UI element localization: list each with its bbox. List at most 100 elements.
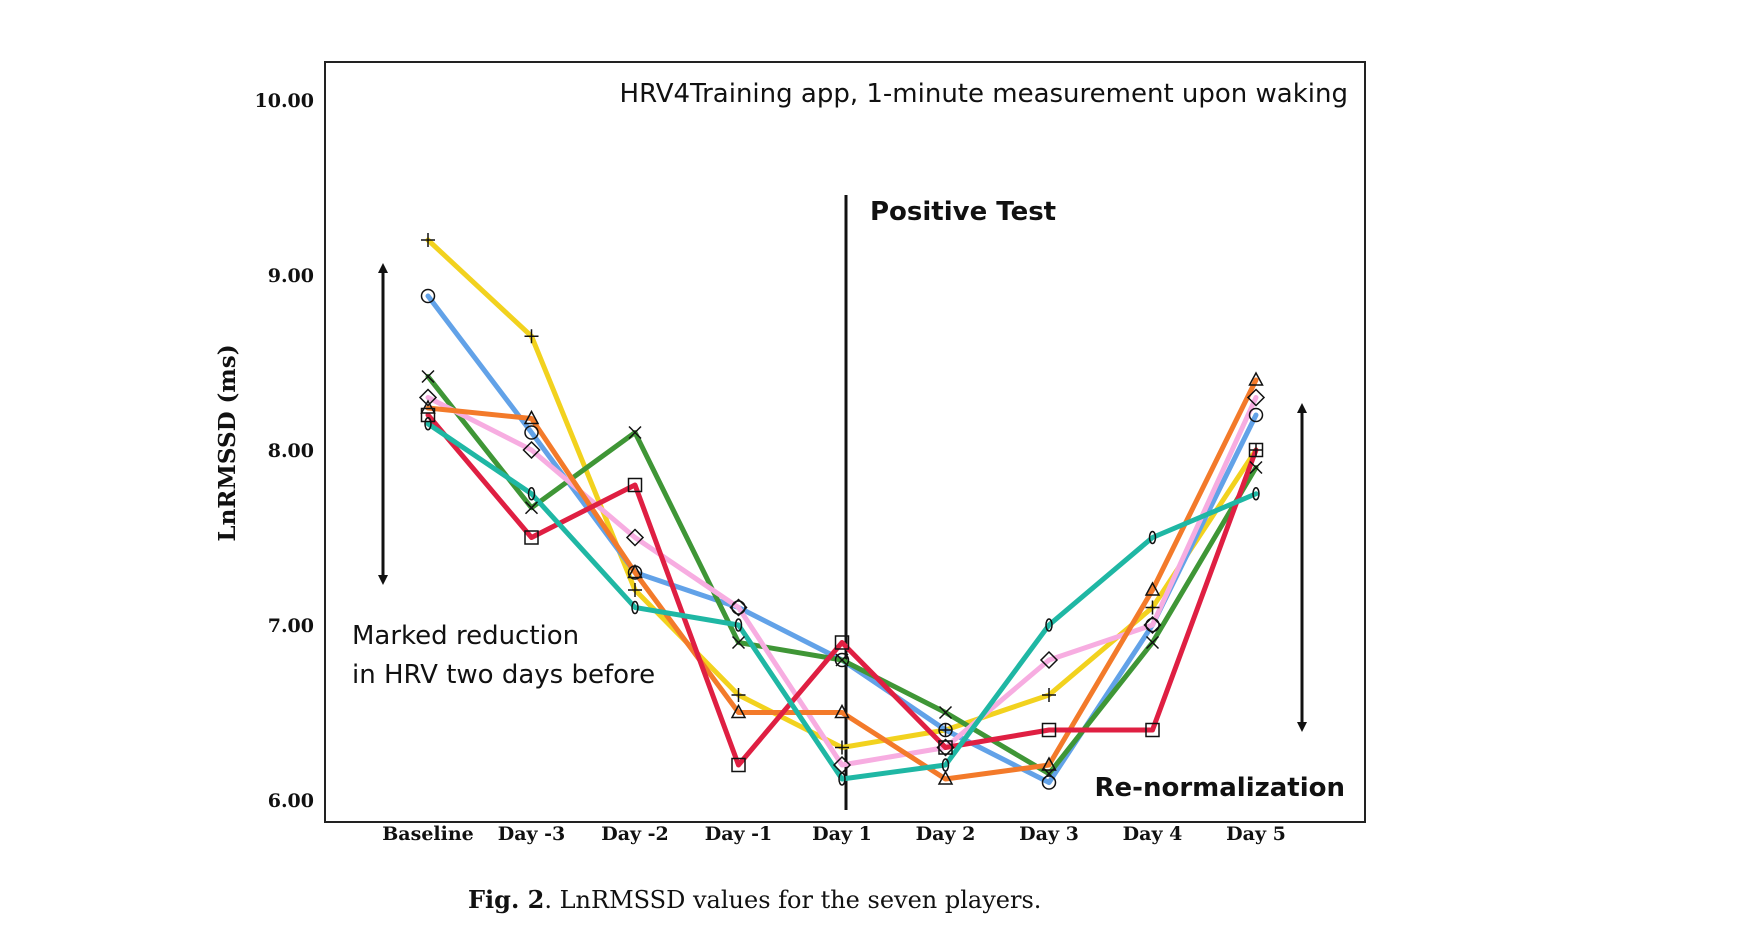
y-tick-label: 7.00: [268, 615, 314, 637]
y-tick-label: 10.00: [255, 90, 315, 112]
data-point: [731, 600, 746, 615]
series-4: [425, 395, 1259, 768]
data-point: [1249, 443, 1263, 457]
data-point: [1248, 407, 1264, 423]
x-tick-label: Day 2: [916, 823, 976, 845]
data-point: [1246, 388, 1266, 407]
series-3-markers: [421, 369, 1263, 781]
data-point: [627, 477, 643, 493]
data-point: [938, 740, 953, 755]
series-layer: [418, 233, 1266, 790]
data-point: [1145, 722, 1160, 738]
data-point: [1143, 615, 1162, 635]
renormalization-label: Re-normalization: [1095, 773, 1346, 803]
data-point: [420, 399, 436, 414]
data-point: [1145, 617, 1160, 633]
data-point: [838, 772, 846, 786]
data-point: [834, 703, 850, 719]
series-line: [425, 293, 1259, 785]
series-7: [425, 421, 1259, 782]
data-point: [835, 740, 849, 755]
data-point: [420, 407, 436, 423]
data-point: [1041, 722, 1057, 738]
series-6-markers: [420, 407, 1264, 773]
x-tick-label: Day 1: [812, 823, 872, 845]
data-point: [1041, 775, 1057, 790]
series-7-markers: [424, 417, 1260, 786]
data-point: [1248, 442, 1264, 458]
data-point: [835, 653, 849, 667]
caption-text: . LnRMSSD values for the seven players.: [544, 886, 1042, 914]
data-point: [625, 528, 645, 547]
caption-label: Fig. 2: [468, 885, 545, 914]
data-point: [1145, 600, 1160, 615]
data-point: [731, 757, 746, 773]
data-point: [938, 705, 953, 720]
series-line: [425, 395, 1259, 768]
data-point: [734, 618, 743, 632]
data-point: [1041, 756, 1057, 771]
data-point: [522, 440, 541, 460]
data-point: [729, 598, 748, 617]
x-tick-label: Day -3: [498, 823, 566, 845]
data-point: [421, 233, 435, 247]
data-point: [1252, 487, 1260, 501]
x-axis-ticks: Baseline Day -3 Day -2 Day -1 Day 1 Day 2 Day …: [382, 823, 1286, 845]
data-point: [524, 530, 539, 545]
x-tick-label: Day -2: [601, 823, 669, 845]
y-axis-ticks: 6.00 7.00 8.00 9.00 10.00: [255, 90, 315, 812]
reduction-label-line1: Marked reduction: [352, 621, 579, 651]
series-line: [425, 421, 1259, 782]
positive-test-label: Positive Test: [870, 197, 1056, 227]
data-point: [936, 738, 955, 757]
data-point: [1145, 635, 1160, 650]
data-point: [424, 417, 432, 431]
series-2-markers: [420, 288, 1264, 790]
data-point: [1248, 371, 1264, 386]
x-tick-label: Baseline: [382, 823, 474, 845]
data-point: [524, 425, 539, 440]
data-point: [631, 600, 639, 615]
data-point: [527, 487, 536, 501]
x-tick-label: Day 3: [1019, 823, 1079, 845]
data-point: [627, 563, 643, 579]
y-tick-label: 9.00: [268, 265, 314, 287]
series-1-markers: [421, 233, 1263, 755]
data-point: [1039, 650, 1059, 670]
data-point: [731, 635, 746, 650]
data-point: [941, 758, 950, 772]
data-point: [834, 652, 850, 668]
data-point: [524, 501, 539, 515]
data-point: [628, 425, 642, 440]
data-point: [938, 722, 953, 738]
x-tick-label: Day 5: [1226, 823, 1286, 845]
series-5: [425, 377, 1259, 782]
data-point: [421, 369, 435, 384]
data-point: [1144, 581, 1161, 596]
data-point: [937, 770, 954, 785]
data-point: [1148, 530, 1157, 545]
data-point: [1042, 688, 1056, 702]
series-line: [425, 377, 1259, 782]
data-point: [938, 723, 953, 737]
series-2: [425, 293, 1259, 785]
y-axis-label: LnRMSSD (ms): [214, 344, 241, 541]
plot-frame: [324, 61, 1366, 823]
y-tick-label: 6.00: [268, 790, 314, 812]
data-point: [420, 288, 436, 304]
series-line: [425, 412, 1259, 768]
series-6: [425, 412, 1259, 768]
series-4-markers: [418, 388, 1266, 775]
data-point: [523, 409, 540, 425]
x-tick-label: Day 4: [1123, 823, 1183, 845]
figure-caption: Fig. 2. LnRMSSD values for the seven pla…: [468, 885, 1041, 914]
chart-title: HRV4Training app, 1-minute measurement u…: [620, 79, 1348, 109]
x-tick-label: Day -1: [705, 823, 773, 845]
data-point: [524, 329, 539, 344]
reduction-label-line2: in HRV two days before: [352, 660, 655, 690]
data-point: [628, 583, 642, 597]
data-point: [834, 635, 850, 650]
data-point: [1249, 460, 1263, 475]
series-5-markers: [420, 371, 1264, 785]
